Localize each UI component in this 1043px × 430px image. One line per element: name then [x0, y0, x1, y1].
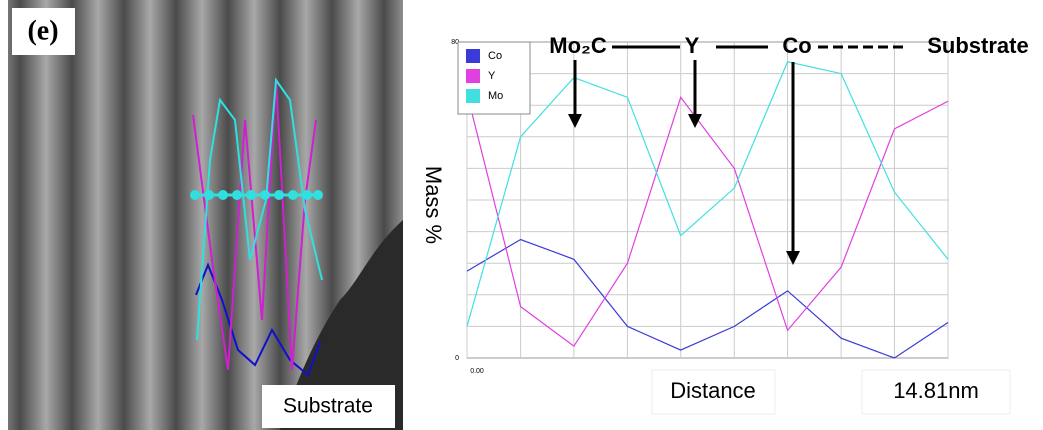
- legend-label: Y: [488, 70, 496, 82]
- series-line: [466, 238, 949, 359]
- annotation: Mo₂C: [549, 33, 607, 58]
- panel-label: (e): [27, 15, 58, 46]
- y-tick-label: 80: [451, 39, 459, 46]
- legend-swatch: [466, 49, 480, 63]
- series-line: [466, 61, 949, 327]
- annotation: Y: [685, 33, 700, 58]
- micrograph: [8, 0, 403, 430]
- annotation: Substrate: [927, 33, 1028, 58]
- annotation: Co: [782, 33, 811, 58]
- legend-label: Co: [488, 50, 502, 62]
- x-end-box: [861, 369, 1011, 415]
- annotation-arrowhead: [786, 251, 800, 265]
- annotation-arrowhead: [568, 114, 582, 128]
- legend-label: Mo: [488, 90, 503, 102]
- y-axis-label: Mass %: [421, 166, 446, 244]
- x-end-label: 14.81nm: [893, 378, 979, 403]
- image-label: Substrate: [283, 395, 373, 418]
- y-tick-label: 0: [455, 355, 459, 362]
- legend-swatch: [466, 89, 480, 103]
- legend-swatch: [466, 69, 480, 83]
- annotation-arrowhead: [688, 114, 702, 128]
- x-label-box: [651, 369, 776, 415]
- x-axis-label: Distance: [670, 378, 756, 403]
- x-tick-label: 0.00: [470, 368, 484, 375]
- series-line: [466, 93, 949, 348]
